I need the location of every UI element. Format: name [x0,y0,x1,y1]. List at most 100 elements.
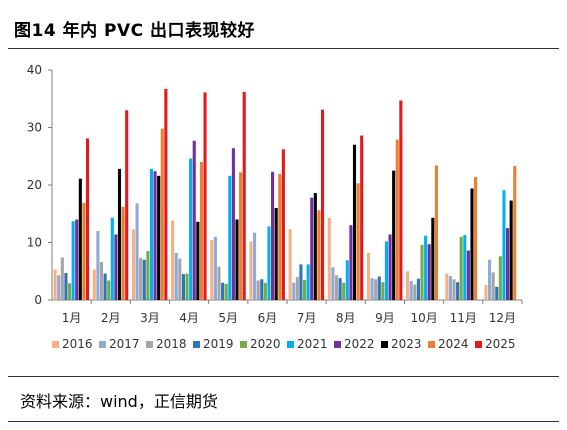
bar-2019-9 [377,276,381,300]
bar-2019-12 [495,286,499,300]
bar-2022-10 [427,244,431,300]
bar-2017-2 [96,231,100,300]
bar-2020-9 [381,282,385,300]
x-tick-label: 6月 [258,311,278,325]
bar-2023-6 [274,208,278,300]
bar-2016-9 [366,252,371,300]
bar-2022-1 [75,219,79,300]
legend-label-2019: 2019 [203,337,234,351]
bar-2018-9 [374,279,378,300]
bar-2018-6 [256,280,260,300]
bar-2025-7 [320,109,325,300]
legend-swatch-2025 [475,341,482,348]
bar-2023-12 [509,200,513,300]
bar-2022-11 [466,250,470,300]
legend-swatch-2017 [99,341,106,348]
bar-2018-4 [178,258,182,300]
bar-2021-12 [502,190,506,300]
legend-label-2017: 2017 [109,337,140,351]
bar-2024-3 [160,128,164,300]
bar-2020-1 [67,283,72,300]
y-tick-label: 10 [27,236,42,250]
bar-2017-6 [253,232,257,300]
bar-2024-12 [513,166,517,300]
bar-2018-5 [217,266,221,300]
bar-2023-4 [196,221,200,300]
bar-2019-6 [260,279,264,300]
bar-2020-8 [342,282,346,300]
bar-2025-4 [203,92,207,300]
legend-swatch-2019 [193,341,200,348]
bar-2019-11 [456,282,460,300]
bar-2024-11 [474,176,478,300]
bar-2022-8 [349,225,353,300]
x-tick-label: 8月 [336,311,356,325]
legend-swatch-2023 [381,341,388,348]
bar-2025-6 [281,149,285,300]
legend-label-2016: 2016 [62,337,93,351]
legend-label-2020: 2020 [250,337,281,351]
bar-2019-5 [221,282,225,300]
x-tick-label: 7月 [297,311,317,325]
bar-2024-8 [356,183,360,300]
bar-2022-12 [506,228,510,300]
bar-2019-8 [338,278,342,300]
legend-swatch-2018 [146,341,153,348]
bar-2021-1 [71,221,75,300]
x-tick-labels: 1月 2月 3月 4月 5月 6月 7月 8月 9月 10月 11月 12月 [62,311,516,325]
bar-2020-11 [459,236,463,300]
x-tick-label: 5月 [218,311,238,325]
bar-2023-10 [431,217,435,300]
bar-2023-2 [117,168,122,300]
title-bar: 图14 年内 PVC 出口表现较好 [8,4,559,49]
bar-2022-4 [192,140,196,300]
bar-2019-2 [103,273,107,300]
bar-2022-3 [153,171,157,300]
legend-label-2018: 2018 [156,337,187,351]
bar-2018-7 [295,277,299,300]
bar-2016-12 [484,285,488,300]
bar-2021-7 [306,264,310,300]
legend-swatch-2022 [334,341,341,348]
source-note: 资料来源：wind，正信期货 [20,392,218,411]
bar-2018-1 [60,257,64,300]
bar-2024-9 [395,139,399,300]
bar-2017-12 [488,259,492,300]
bar-2023-9 [392,170,396,300]
bar-2020-6 [263,282,267,300]
x-tick-label: 3月 [140,311,160,325]
x-tick-label: 9月 [375,311,395,325]
bar-2021-4 [189,158,193,300]
bar-2021-11 [463,235,467,300]
bar-2016-1 [53,269,57,300]
bar-2016-8 [327,217,331,300]
bar-2024-2 [121,206,125,300]
x-tick-label: 4月 [179,311,199,325]
bar-2018-2 [99,262,104,300]
bar-2017-10 [409,281,413,300]
bar-2024-10 [434,165,438,300]
legend-label-2022: 2022 [344,337,375,351]
bar-2017-11 [448,275,452,300]
bar-chart: 0 10 20 30 40 1月 2月 3月 4月 5月 6月 7月 8月 9月 10月 11月 12月 20… [27,63,523,351]
legend-swatch-2021 [287,341,294,348]
bar-2016-10 [406,271,410,300]
bar-2017-9 [370,278,374,300]
x-tick-label: 1月 [62,311,82,325]
bar-2025-2 [125,110,129,300]
bar-2019-3 [142,259,146,300]
figure-title: 图14 年内 PVC 出口表现较好 [14,21,256,41]
bar-2018-3 [139,258,143,300]
bar-2016-3 [131,229,136,300]
bar-2019-4 [181,274,185,300]
legend-swatch-2024 [428,341,435,348]
bar-2023-8 [352,144,357,300]
bar-2023-5 [235,219,239,300]
bar-2020-2 [107,280,111,300]
chart-axes: 0 10 20 30 40 [27,63,523,307]
bar-2022-5 [231,148,235,300]
bar-2021-5 [228,175,232,300]
bar-2016-5 [210,240,214,300]
bar-2025-1 [85,138,90,300]
source-bar: 资料来源：wind，正信期货 [8,376,559,422]
